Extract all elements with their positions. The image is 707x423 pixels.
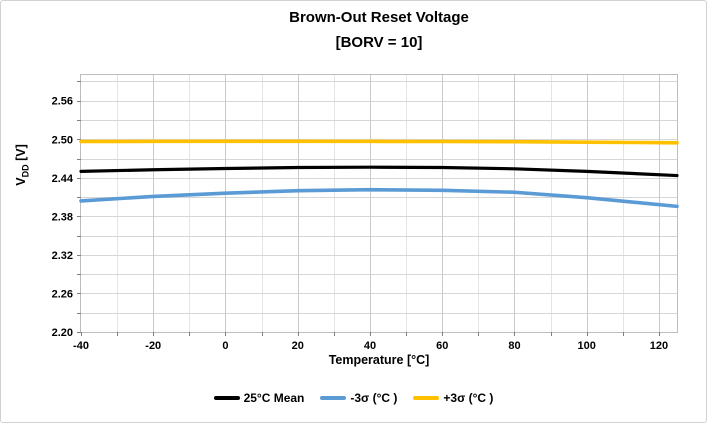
series-line-mean [79, 165, 679, 178]
y-tick-label: 2.56 [52, 96, 73, 108]
legend: 25°C Mean -3σ (°C ) +3σ (°C ) [1, 391, 706, 405]
x-tick-label: 80 [508, 340, 520, 352]
x-tick-label: 20 [292, 340, 304, 352]
y-tick-label: 2.32 [52, 250, 73, 262]
y-tick-label: 2.20 [52, 327, 73, 339]
legend-item-plus-3-sigma: +3σ (°C ) [413, 391, 493, 405]
x-axis-title: Temperature [°C] [328, 353, 430, 367]
y-tick-label: 2.44 [52, 173, 74, 185]
plot-border [80, 74, 678, 333]
legend-label-minus-3-sigma: -3σ (°C ) [350, 391, 398, 405]
x-tick-label: 40 [364, 340, 376, 352]
chart-subtitle: [BORV = 10] [335, 34, 423, 51]
series-line-plus-3-sigma [79, 139, 679, 145]
y-tick-label: 2.38 [52, 211, 73, 223]
legend-line-swatch-plus-3-sigma [413, 396, 440, 400]
x-tick-label: 60 [436, 340, 448, 352]
y-tick-label: 2.50 [52, 134, 73, 146]
y-tick-label: 2.26 [52, 288, 73, 300]
x-tick-label: 0 [222, 340, 228, 352]
chart-title: Brown-Out Reset Voltage [289, 9, 469, 26]
x-tick-label: -20 [145, 340, 161, 352]
x-tick-label: 100 [578, 340, 596, 352]
legend-label-mean: 25°C Mean [243, 391, 305, 405]
legend-line-swatch-minus-3-sigma [320, 396, 347, 400]
series-line-minus-3-sigma [79, 187, 679, 209]
legend-item-mean: 25°C Mean [213, 391, 305, 405]
legend-label-plus-3-sigma: +3σ (°C ) [443, 391, 494, 405]
legend-line-swatch-mean [213, 396, 240, 400]
x-tick-label: 120 [650, 340, 668, 352]
x-tick-label: -40 [73, 340, 89, 352]
legend-item-minus-3-sigma: -3σ (°C ) [320, 391, 397, 405]
